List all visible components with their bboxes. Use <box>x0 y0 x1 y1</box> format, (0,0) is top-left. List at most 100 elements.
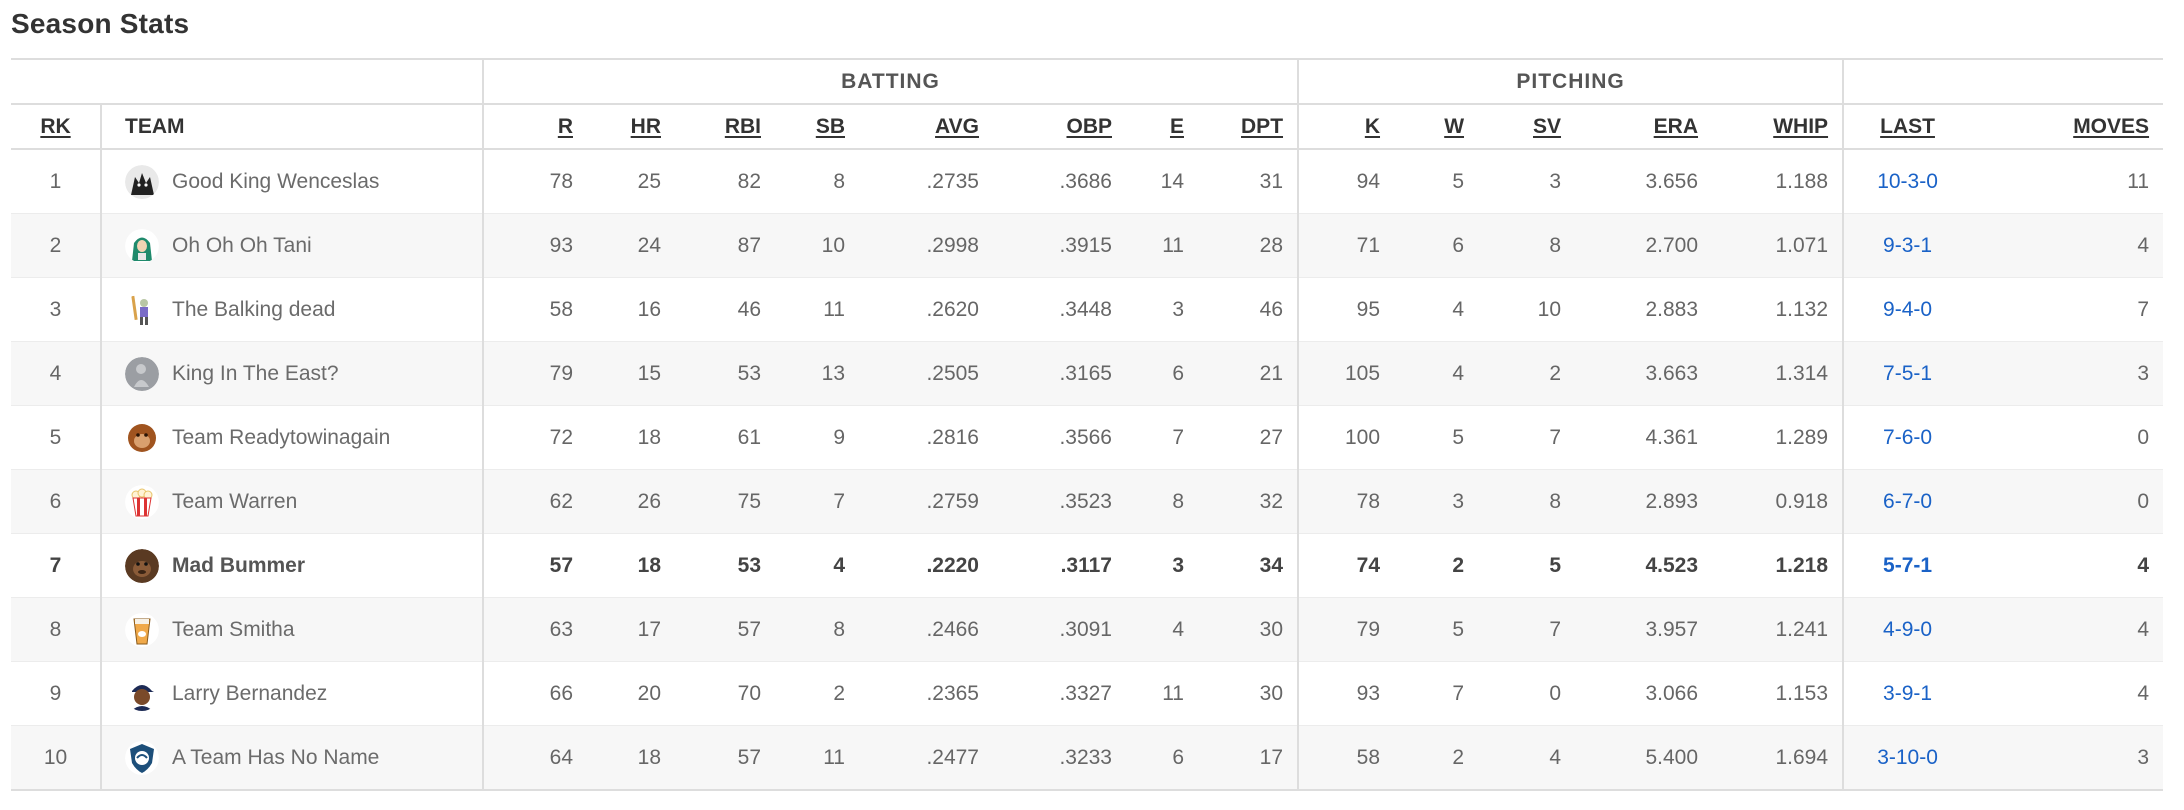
stat-cell-obp: .3686 <box>993 149 1126 214</box>
stat-cell-moves: 7 <box>1971 277 2164 342</box>
last-matchup-link[interactable]: 3-9-1 <box>1883 681 1933 705</box>
col-header-sv[interactable]: SV <box>1478 104 1576 150</box>
col-header-dpt[interactable]: DPT <box>1198 104 1299 150</box>
gorilla-avatar-icon[interactable] <box>125 548 159 583</box>
rank-cell: 9 <box>11 661 101 726</box>
stat-cell-sb: 13 <box>775 341 859 406</box>
team-name-link[interactable]: Mad Bummer <box>172 553 306 577</box>
col-header-obp[interactable]: OBP <box>993 104 1126 150</box>
stat-cell-w: 3 <box>1394 469 1479 534</box>
stat-cell-whip: 1.132 <box>1712 277 1844 342</box>
stat-cell-w: 4 <box>1394 277 1479 342</box>
stat-cell-r: 58 <box>482 277 587 342</box>
last-matchup-link[interactable]: 9-4-0 <box>1883 297 1933 321</box>
col-header-sb[interactable]: SB <box>775 104 859 150</box>
stat-cell-whip: 1.218 <box>1712 533 1844 598</box>
stat-cell-rbi: 75 <box>675 469 775 534</box>
stat-cell-sb: 9 <box>775 405 859 470</box>
last-matchup-link[interactable]: 7-5-1 <box>1883 361 1933 385</box>
col-header-hr[interactable]: HR <box>587 104 675 150</box>
stat-cell-k: 71 <box>1297 213 1395 278</box>
col-header-rk[interactable]: RK <box>11 104 101 150</box>
last-matchup-link[interactable]: 7-6-0 <box>1883 425 1933 449</box>
stat-cell-k: 93 <box>1297 661 1395 726</box>
ape-avatar-icon[interactable] <box>125 420 159 455</box>
col-header-k[interactable]: K <box>1297 104 1395 150</box>
stat-cell-era: 4.361 <box>1575 405 1713 470</box>
stat-cell-e: 4 <box>1126 597 1198 662</box>
stat-cell-era: 4.523 <box>1575 533 1713 598</box>
stat-cell-obp: .3915 <box>993 213 1126 278</box>
table-row: 10 A Team Has No Name 64 18 57 11.2477.3233… <box>11 725 2164 791</box>
team-name-link[interactable]: Team Smitha <box>172 617 295 641</box>
rank-cell: 7 <box>11 533 101 598</box>
col-header-whip[interactable]: WHIP <box>1712 104 1844 150</box>
team-name-link[interactable]: Oh Oh Oh Tani <box>172 233 312 257</box>
drink-cup-avatar-icon[interactable] <box>125 612 159 647</box>
col-header-w[interactable]: W <box>1394 104 1479 150</box>
stat-cell-w: 5 <box>1394 149 1479 214</box>
last-matchup-link[interactable]: 5-7-1 <box>1883 553 1933 577</box>
ballplayer-avatar-icon[interactable] <box>125 676 159 711</box>
popcorn-avatar-icon[interactable] <box>125 484 159 519</box>
team-cell: Larry Bernandez <box>100 661 483 726</box>
stat-cell-rbi: 53 <box>675 533 775 598</box>
team-name-link[interactable]: Larry Bernandez <box>172 681 328 705</box>
last-matchup-link[interactable]: 4-9-0 <box>1883 617 1933 641</box>
hoodie-avatar-icon[interactable] <box>125 228 159 263</box>
stat-cell-sb: 11 <box>775 725 859 791</box>
stat-cell-sb: 7 <box>775 469 859 534</box>
stat-cell-avg: .2759 <box>859 469 993 534</box>
table-row: 6 Team Warren 62 26 75 7.2759.3523 8 32 78 3 8 2.… <box>11 469 2164 534</box>
stat-cell-moves: 4 <box>1971 661 2164 726</box>
table-row: 7 Mad Bummer 57 18 53 4.2220.3117 3 34 74 2 5 4.5… <box>11 533 2164 598</box>
group-header-record <box>1842 58 2164 105</box>
stat-cell-sv: 8 <box>1478 213 1576 278</box>
last-matchup-link[interactable]: 3-10-0 <box>1877 745 1938 769</box>
stat-cell-hr: 26 <box>587 469 675 534</box>
stat-cell-era: 5.400 <box>1575 725 1713 791</box>
stat-cell-rbi: 57 <box>675 597 775 662</box>
wolf-avatar-icon[interactable] <box>125 164 159 199</box>
col-header-era[interactable]: ERA <box>1575 104 1713 150</box>
stat-cell-sb: 8 <box>775 149 859 214</box>
stat-cell-sv: 3 <box>1478 149 1576 214</box>
last-cell: 10-3-0 <box>1842 149 1972 214</box>
statue-avatar-icon[interactable] <box>125 356 159 391</box>
stat-cell-k: 100 <box>1297 405 1395 470</box>
rank-cell: 6 <box>11 469 101 534</box>
col-header-r[interactable]: R <box>482 104 587 150</box>
team-name-link[interactable]: The Balking dead <box>172 297 336 321</box>
last-matchup-link[interactable]: 6-7-0 <box>1883 489 1933 513</box>
last-matchup-link[interactable]: 9-3-1 <box>1883 233 1933 257</box>
stat-cell-avg: .2466 <box>859 597 993 662</box>
stat-cell-r: 62 <box>482 469 587 534</box>
stat-cell-moves: 3 <box>1971 725 2164 791</box>
stat-cell-sv: 8 <box>1478 469 1576 534</box>
team-name-link[interactable]: Team Readytowinagain <box>172 425 391 449</box>
stat-cell-w: 5 <box>1394 597 1479 662</box>
col-header-avg[interactable]: AVG <box>859 104 993 150</box>
stat-cell-era: 2.893 <box>1575 469 1713 534</box>
stat-cell-obp: .3233 <box>993 725 1126 791</box>
zombie-batter-avatar-icon[interactable] <box>125 292 159 327</box>
col-header-last[interactable]: LAST <box>1842 104 1972 150</box>
stat-cell-avg: .2505 <box>859 341 993 406</box>
stat-cell-avg: .2220 <box>859 533 993 598</box>
stat-cell-avg: .2477 <box>859 725 993 791</box>
table-row: 9 Larry Bernandez 66 20 70 2.2365.3327 11 30 9… <box>11 661 2164 726</box>
col-header-e[interactable]: E <box>1126 104 1198 150</box>
stat-cell-w: 6 <box>1394 213 1479 278</box>
col-header-moves[interactable]: MOVES <box>1971 104 2164 150</box>
last-matchup-link[interactable]: 10-3-0 <box>1877 169 1938 193</box>
team-name-link[interactable]: Team Warren <box>172 489 298 513</box>
team-name-link[interactable]: A Team Has No Name <box>172 745 380 769</box>
col-header-rbi[interactable]: RBI <box>675 104 775 150</box>
team-name-link[interactable]: Good King Wenceslas <box>172 169 380 193</box>
stat-cell-hr: 15 <box>587 341 675 406</box>
shield-avatar-icon[interactable] <box>125 740 159 775</box>
stat-cell-e: 3 <box>1126 533 1198 598</box>
stat-cell-dpt: 46 <box>1198 277 1299 342</box>
team-name-link[interactable]: King In The East? <box>172 361 339 385</box>
